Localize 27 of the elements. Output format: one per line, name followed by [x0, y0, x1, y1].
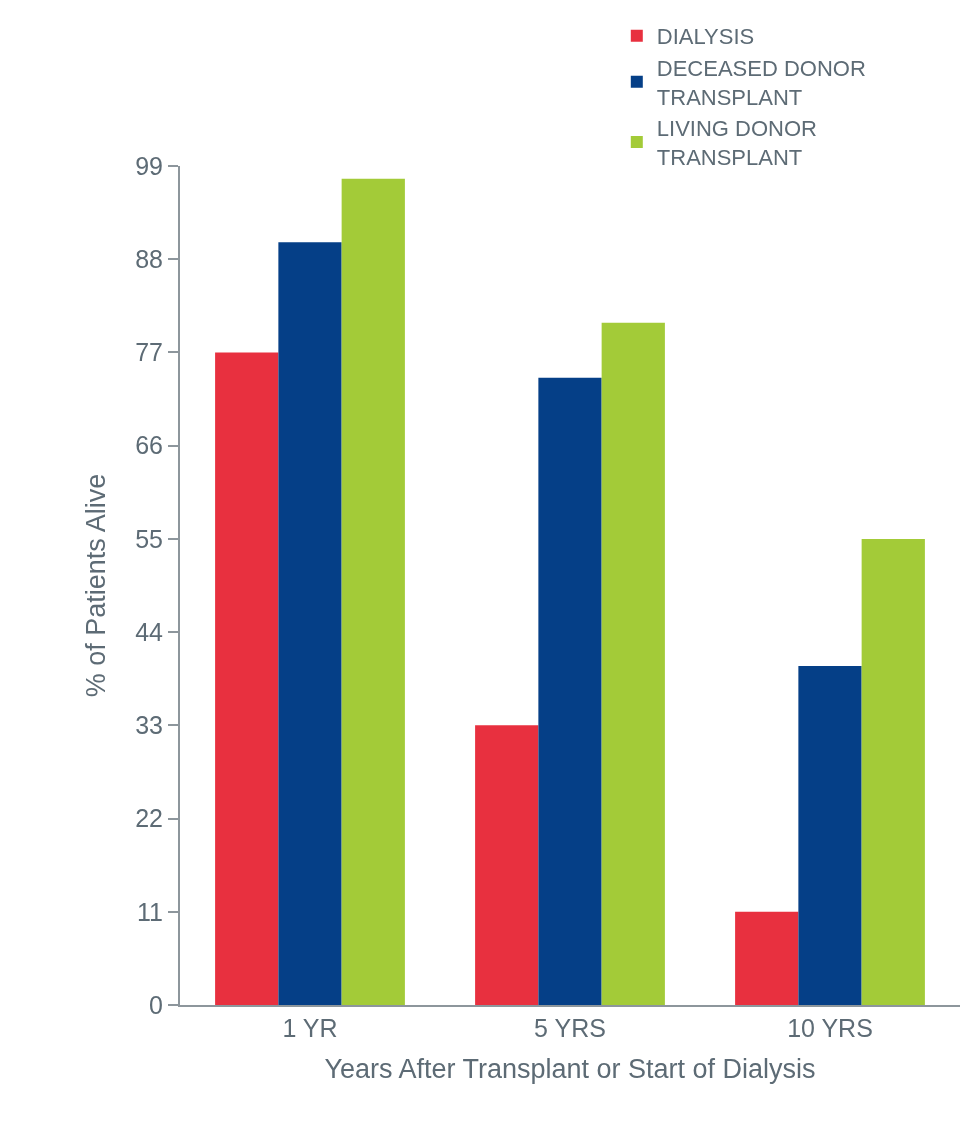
bar [341, 178, 405, 1005]
bar [215, 352, 279, 1005]
y-tick-label: 0 [149, 990, 163, 1019]
y-tick-label: 22 [135, 804, 163, 833]
legend-label: DECEASED DONOR TRANSPLANT [656, 55, 866, 110]
y-tick-label: 11 [137, 897, 163, 926]
legend-label: LIVING DONOR TRANSPLANT [656, 116, 817, 170]
bar [861, 538, 925, 1005]
y-tick-label: 44 [135, 617, 164, 646]
y-tick-label: 99 [135, 151, 163, 180]
bar [278, 242, 342, 1005]
y-axis-title: % of Patients Alive [80, 473, 111, 698]
bar [475, 725, 539, 1005]
y-tick-label: 33 [135, 711, 163, 740]
x-tick-label: 1 YR [282, 1014, 338, 1042]
x-axis-title: Years After Transplant or Start of Dialysis [324, 1053, 816, 1084]
y-tick-label: 77 [135, 338, 163, 367]
bar [601, 322, 665, 1005]
legend-label: DIALYSIS [656, 24, 755, 50]
y-tick-label: 55 [135, 524, 163, 553]
bar [735, 911, 799, 1005]
y-tick-label: 88 [135, 244, 163, 273]
x-tick-label: 5 YRS [534, 1014, 606, 1042]
y-tick-label: 66 [135, 431, 163, 460]
bar [798, 666, 862, 1005]
bar [538, 377, 602, 1005]
x-tick-label: 10 YRS [787, 1014, 873, 1042]
